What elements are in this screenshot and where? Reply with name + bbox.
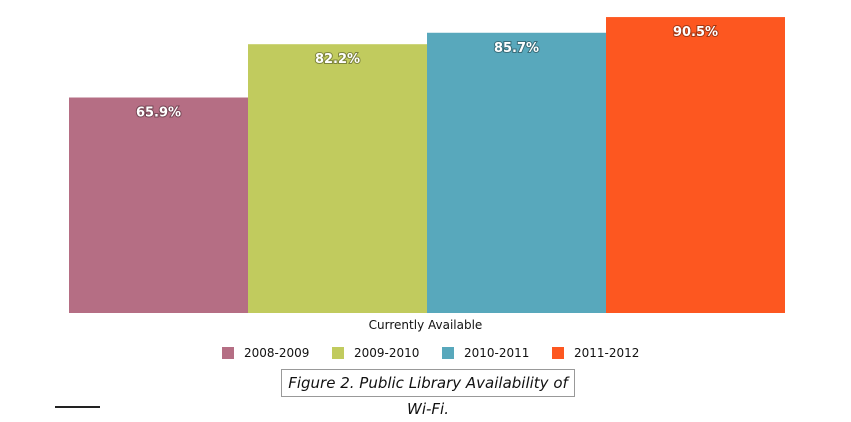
bar-2010-2011 <box>427 32 606 314</box>
legend-swatch <box>332 347 344 359</box>
legend-item: 2010-2011 <box>442 346 552 360</box>
bar-2011-2012 <box>606 17 785 313</box>
bar-2009-2010 <box>248 44 427 314</box>
legend: 2008-2009 2009-2010 2010-2011 2011-2012 <box>222 346 662 360</box>
legend-label: 2008-2009 <box>244 346 310 360</box>
legend-swatch <box>222 347 234 359</box>
data-label: 65.9% <box>136 106 181 121</box>
data-label: 85.7% <box>494 41 539 56</box>
legend-item: 2011-2012 <box>552 346 662 360</box>
footnote-rule <box>55 406 100 408</box>
x-axis-label: Currently Available <box>368 318 483 332</box>
data-label: 82.2% <box>315 52 360 67</box>
legend-swatch <box>442 347 454 359</box>
data-label: 90.5% <box>673 25 718 40</box>
legend-label: 2010-2011 <box>464 346 530 360</box>
legend-label: 2011-2012 <box>574 346 640 360</box>
bar-2008-2009 <box>69 97 248 314</box>
bar-chart: 65.9% 82.2% 85.7% 90.5% <box>69 17 785 314</box>
legend-swatch <box>552 347 564 359</box>
figure-caption: Figure 2. Public Library Availability of… <box>281 369 575 418</box>
legend-item: 2009-2010 <box>332 346 442 360</box>
legend-label: 2009-2010 <box>354 346 420 360</box>
legend-item: 2008-2009 <box>222 346 332 360</box>
